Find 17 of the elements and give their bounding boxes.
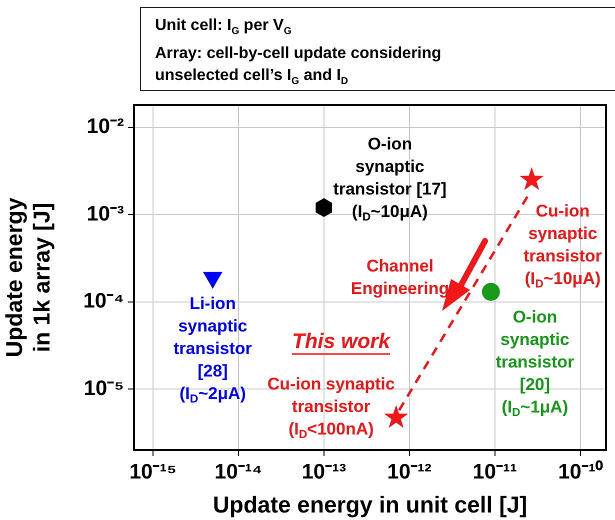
x-tick-label: 10⁻¹⁰ xyxy=(558,459,604,484)
x-tick-label: 10⁻¹⁴ xyxy=(214,460,262,484)
text: Array: cell-by-cell update considering xyxy=(155,44,442,64)
x-tick-label: 10⁻¹⁵ xyxy=(129,460,177,484)
annotation: Channel Engineering xyxy=(350,256,450,298)
text: Unit cell: I$_{G}$ per V$_{G}$ xyxy=(155,16,292,40)
y-tick-label: 10⁻⁴ xyxy=(83,290,124,313)
x-axis-title: Update energy in unit cell [J] xyxy=(212,492,528,518)
y-axis-title: Update energy in 1k array [J] xyxy=(1,197,55,358)
y-tick-label: 10⁻² xyxy=(86,115,124,138)
x-tick-label: 10⁻¹¹ xyxy=(472,460,517,484)
text: unselected cell’s I$_{G}$ and I$_{D}$ xyxy=(155,66,350,90)
x-tick-label: 10⁻¹³ xyxy=(302,460,346,484)
annotation: This work xyxy=(292,330,392,353)
y-tick-label: 10⁻⁵ xyxy=(84,376,124,400)
y-tick-label: 10⁻³ xyxy=(86,202,124,226)
x-tick-label: 10⁻¹² xyxy=(387,460,432,484)
